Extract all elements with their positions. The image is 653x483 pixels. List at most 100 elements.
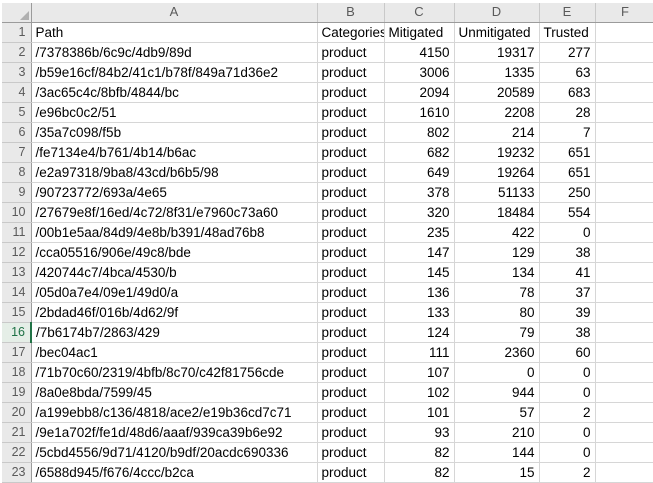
- cell-B12[interactable]: product: [317, 242, 385, 263]
- row-header-10[interactable]: 10: [2, 202, 32, 223]
- cell-F20[interactable]: [595, 402, 653, 423]
- cell-A19[interactable]: /8a0e8bda/7599/45: [31, 382, 318, 403]
- cell-E12[interactable]: 38: [539, 242, 596, 263]
- cell-F7[interactable]: [595, 142, 653, 163]
- cell-D18[interactable]: 0: [454, 362, 540, 383]
- cell-E6[interactable]: 7: [539, 122, 596, 143]
- row-header-21[interactable]: 21: [2, 422, 32, 443]
- row-header-5[interactable]: 5: [2, 102, 32, 123]
- cell-D2[interactable]: 19317: [454, 42, 540, 63]
- cell-C8[interactable]: 649: [384, 162, 455, 183]
- cell-D8[interactable]: 19264: [454, 162, 540, 183]
- column-header-E[interactable]: E: [539, 3, 596, 23]
- cell-C6[interactable]: 802: [384, 122, 455, 143]
- cell-A8[interactable]: /e2a97318/9ba8/43cd/b6b5/98: [31, 162, 318, 183]
- cell-A15[interactable]: /2bdad46f/016b/4d62/9f: [31, 302, 318, 323]
- cell-F14[interactable]: [595, 282, 653, 303]
- row-header-8[interactable]: 8: [2, 162, 32, 183]
- row-header-23[interactable]: 23: [2, 462, 32, 483]
- cell-E19[interactable]: 0: [539, 382, 596, 403]
- cell-E10[interactable]: 554: [539, 202, 596, 223]
- cell-A10[interactable]: /27679e8f/16ed/4c72/8f31/e7960c73a60: [31, 202, 318, 223]
- cell-D7[interactable]: 19232: [454, 142, 540, 163]
- cell-B9[interactable]: product: [317, 182, 385, 203]
- cell-C23[interactable]: 82: [384, 462, 455, 483]
- cell-F23[interactable]: [595, 462, 653, 483]
- row-header-16[interactable]: 16: [2, 322, 32, 343]
- row-header-20[interactable]: 20: [2, 402, 32, 423]
- cell-C9[interactable]: 378: [384, 182, 455, 203]
- cell-C4[interactable]: 2094: [384, 82, 455, 103]
- cell-F12[interactable]: [595, 242, 653, 263]
- cell-C1[interactable]: Mitigated: [384, 22, 455, 43]
- cell-F9[interactable]: [595, 182, 653, 203]
- cell-D9[interactable]: 51133: [454, 182, 540, 203]
- cell-A16[interactable]: /7b6174b7/2863/429: [31, 322, 318, 343]
- cell-C22[interactable]: 82: [384, 442, 455, 463]
- cell-D6[interactable]: 214: [454, 122, 540, 143]
- cell-C13[interactable]: 145: [384, 262, 455, 283]
- cell-E18[interactable]: 0: [539, 362, 596, 383]
- cell-D17[interactable]: 2360: [454, 342, 540, 363]
- cell-C7[interactable]: 682: [384, 142, 455, 163]
- row-header-15[interactable]: 15: [2, 302, 32, 323]
- cell-E21[interactable]: 0: [539, 422, 596, 443]
- cell-C5[interactable]: 1610: [384, 102, 455, 123]
- cell-F15[interactable]: [595, 302, 653, 323]
- cell-C17[interactable]: 111: [384, 342, 455, 363]
- cell-E14[interactable]: 37: [539, 282, 596, 303]
- row-header-22[interactable]: 22: [2, 442, 32, 463]
- cell-A20[interactable]: /a199ebb8/c136/4818/ace2/e19b36cd7c71: [31, 402, 318, 423]
- cell-A6[interactable]: /35a7c098/f5b: [31, 122, 318, 143]
- row-header-6[interactable]: 6: [2, 122, 32, 143]
- cell-F13[interactable]: [595, 262, 653, 283]
- row-header-1[interactable]: 1: [2, 22, 32, 43]
- cell-D22[interactable]: 144: [454, 442, 540, 463]
- cell-F8[interactable]: [595, 162, 653, 183]
- cell-B23[interactable]: product: [317, 462, 385, 483]
- cell-A21[interactable]: /9e1a702f/fe1d/48d6/aaaf/939ca39b6e92: [31, 422, 318, 443]
- cell-E17[interactable]: 60: [539, 342, 596, 363]
- cell-F22[interactable]: [595, 442, 653, 463]
- cell-B17[interactable]: product: [317, 342, 385, 363]
- cell-B8[interactable]: product: [317, 162, 385, 183]
- cell-C11[interactable]: 235: [384, 222, 455, 243]
- cell-D16[interactable]: 79: [454, 322, 540, 343]
- cell-F16[interactable]: [595, 322, 653, 343]
- cell-B14[interactable]: product: [317, 282, 385, 303]
- cell-D13[interactable]: 134: [454, 262, 540, 283]
- cell-F4[interactable]: [595, 82, 653, 103]
- cell-E2[interactable]: 277: [539, 42, 596, 63]
- cell-C18[interactable]: 107: [384, 362, 455, 383]
- cell-A13[interactable]: /420744c7/4bca/4530/b: [31, 262, 318, 283]
- cell-D10[interactable]: 18484: [454, 202, 540, 223]
- cell-C14[interactable]: 136: [384, 282, 455, 303]
- column-header-C[interactable]: C: [384, 3, 455, 23]
- cell-B11[interactable]: product: [317, 222, 385, 243]
- cell-A22[interactable]: /5cbd4556/9d71/4120/b9df/20acdc690336: [31, 442, 318, 463]
- cell-A9[interactable]: /90723772/693a/4e65: [31, 182, 318, 203]
- cell-B19[interactable]: product: [317, 382, 385, 403]
- cell-E8[interactable]: 651: [539, 162, 596, 183]
- cell-B21[interactable]: product: [317, 422, 385, 443]
- cell-D3[interactable]: 1335: [454, 62, 540, 83]
- cell-C2[interactable]: 4150: [384, 42, 455, 63]
- cell-A4[interactable]: /3ac65c4c/8bfb/4844/bc: [31, 82, 318, 103]
- cell-E5[interactable]: 28: [539, 102, 596, 123]
- row-header-12[interactable]: 12: [2, 242, 32, 263]
- column-header-D[interactable]: D: [454, 3, 540, 23]
- cell-F19[interactable]: [595, 382, 653, 403]
- cell-F10[interactable]: [595, 202, 653, 223]
- cell-A3[interactable]: /b59e16cf/84b2/41c1/b78f/849a71d36e2: [31, 62, 318, 83]
- cell-D14[interactable]: 78: [454, 282, 540, 303]
- cell-F5[interactable]: [595, 102, 653, 123]
- cell-E3[interactable]: 63: [539, 62, 596, 83]
- cell-D23[interactable]: 15: [454, 462, 540, 483]
- cell-B20[interactable]: product: [317, 402, 385, 423]
- row-header-11[interactable]: 11: [2, 222, 32, 243]
- cell-E11[interactable]: 0: [539, 222, 596, 243]
- row-header-3[interactable]: 3: [2, 62, 32, 83]
- cell-E16[interactable]: 38: [539, 322, 596, 343]
- column-header-B[interactable]: B: [317, 3, 385, 23]
- cell-A14[interactable]: /05d0a7e4/09e1/49d0/a: [31, 282, 318, 303]
